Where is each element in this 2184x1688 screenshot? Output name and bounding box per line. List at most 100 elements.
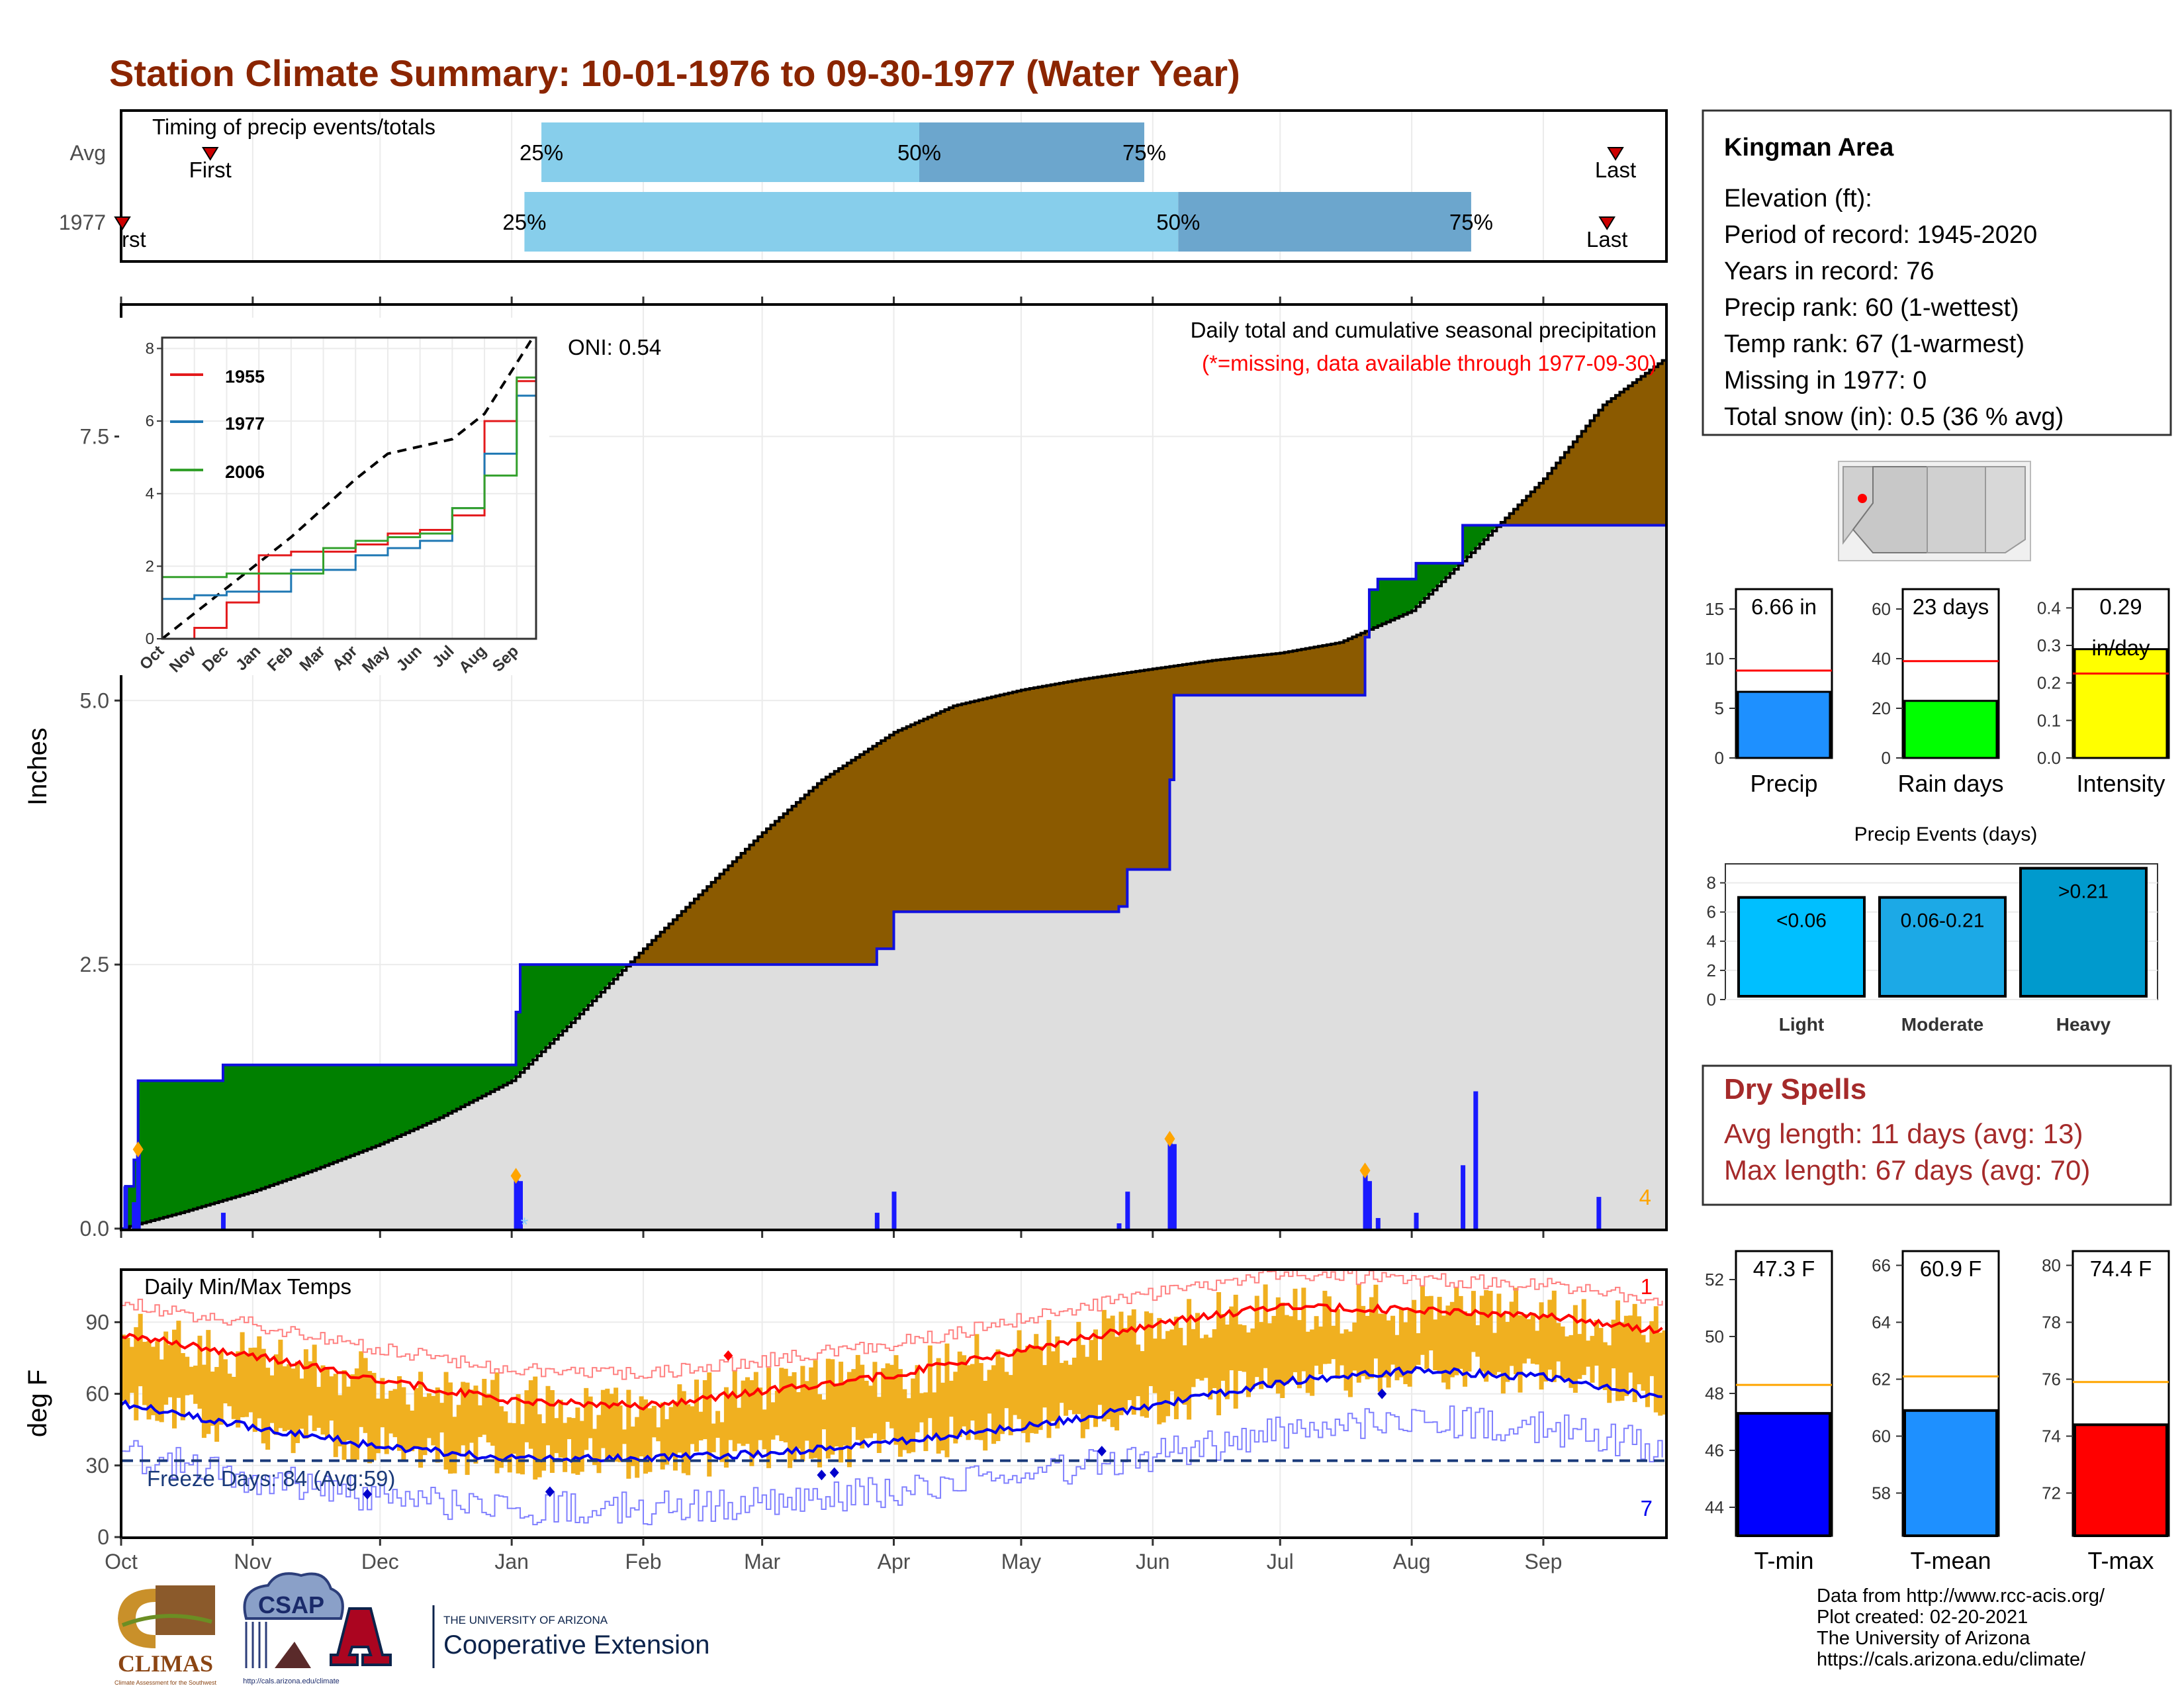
mini-value-bar [1903, 700, 1998, 759]
daily-temp-range-bar [927, 1345, 933, 1419]
record-low-marker [545, 1486, 555, 1497]
climas-tagline: Climate Assessment for the Southwest [114, 1679, 217, 1686]
daily-temp-range-bar [1369, 1297, 1374, 1379]
daily-temp-range-bar [893, 1355, 899, 1445]
daily-temp-range-bar [855, 1354, 860, 1440]
daily-temp-range-bar [1569, 1335, 1574, 1388]
daily-temp-range-bar [1122, 1328, 1128, 1410]
daily-temp-range-bar [1424, 1296, 1430, 1370]
event-bar-label: >0.21 [2058, 881, 2109, 903]
daily-precip-bar [1461, 1165, 1466, 1229]
precip-frame [120, 303, 1668, 1231]
daily-temp-range-bar [1046, 1320, 1052, 1438]
ua-extension: Cooperative Extension [443, 1630, 709, 1660]
month-label: Nov [234, 1550, 271, 1573]
record-min-line [121, 1405, 1663, 1526]
daily-temp-range-bar [1280, 1302, 1285, 1398]
station-info-box: Kingman Area Elevation (ft): Period of r… [1702, 109, 2172, 436]
daily-temp-range-bar [626, 1389, 631, 1479]
daily-temp-range-bar [231, 1376, 236, 1419]
daily-temp-range-bar [222, 1359, 228, 1403]
daily-temp-range-bar [1581, 1299, 1586, 1376]
station-elevation: Elevation (ft): [1724, 185, 1872, 212]
daily-temp-range-bar [966, 1365, 971, 1440]
daily-temp-range-bar [299, 1378, 304, 1429]
daily-temp-range-bar [1386, 1320, 1391, 1388]
daily-temp-range-bar [201, 1364, 206, 1438]
daily-temp-range-bar [570, 1418, 576, 1474]
daily-temp-range-bar [1318, 1326, 1323, 1374]
daily-temp-range-bar [1500, 1313, 1506, 1394]
temp-count-high: 1 [1641, 1274, 1653, 1299]
temp-count-low: 7 [1641, 1496, 1653, 1521]
daily-temp-range-bar [1289, 1316, 1294, 1381]
daily-temp-range-bar [1310, 1329, 1315, 1396]
timing-bar-q25-q50 [541, 122, 919, 182]
daily-precip-bar [220, 1213, 226, 1229]
temp-tick-label: 0 [97, 1525, 109, 1549]
temp-summary-tick-label: 76 [2042, 1370, 2061, 1389]
daily-temp-range-bar [1025, 1346, 1030, 1442]
daily-temp-range-bar [1433, 1319, 1438, 1371]
daily-temp-range-bar [1233, 1294, 1238, 1409]
daily-temp-range-bar [600, 1389, 606, 1448]
temp-summary-tick-label: 72 [2042, 1483, 2061, 1503]
daily-temp-range-bar [1373, 1284, 1379, 1359]
legend-label-2006: 2006 [225, 462, 265, 482]
daily-temp-range-bar [614, 1387, 619, 1462]
daily-temp-range-bar [410, 1410, 415, 1452]
daily-temp-range-bar [324, 1368, 330, 1437]
daily-temp-range-bar [686, 1404, 691, 1476]
daily-temp-range-bar [1297, 1320, 1302, 1389]
daily-temp-range-bar [643, 1399, 649, 1474]
daily-temp-range-bar [477, 1405, 482, 1437]
daily-temp-range-bar [1178, 1327, 1183, 1400]
daily-temp-range-bar [443, 1372, 449, 1470]
daily-temp-range-bar [1556, 1323, 1561, 1362]
month-label: Feb [625, 1550, 661, 1573]
daily-temp-range-bar [1246, 1332, 1251, 1397]
daily-temp-range-bar [452, 1417, 457, 1474]
daily-temp-range-bar [1021, 1352, 1026, 1433]
daily-temp-range-bar [414, 1387, 419, 1448]
mini-tick-label: 0.3 [2037, 635, 2061, 655]
daily-temp-range-bar [588, 1396, 593, 1438]
daily-temp-range-bar [528, 1380, 533, 1449]
daily-temp-range-bar [741, 1380, 746, 1446]
daily-temp-range-bar [345, 1386, 351, 1440]
daily-temp-range-bar [269, 1375, 275, 1423]
daily-temp-range-bar [1034, 1334, 1039, 1434]
event-bar [2019, 867, 2148, 998]
daily-temp-range-bar [715, 1411, 721, 1438]
daily-temp-range-bar [240, 1332, 245, 1418]
daily-temp-range-bar [1131, 1309, 1136, 1415]
heavy-day-marker [132, 1141, 144, 1158]
daily-temp-range-bar [788, 1376, 793, 1468]
daily-temp-range-bar [1322, 1290, 1328, 1364]
mini-tick-label: 60 [1872, 599, 1891, 619]
daily-precip-bar [514, 1176, 519, 1229]
heavy-day-marker [1359, 1162, 1371, 1179]
temp-summary-tick-label: 50 [1705, 1327, 1724, 1346]
daily-temp-range-bar [1343, 1329, 1349, 1391]
precip-total-value: 6.66 in [1751, 594, 1817, 619]
dry-max: Max length: 67 days (avg: 70) [1724, 1154, 2090, 1186]
month-label: Oct [105, 1550, 138, 1573]
station-name: Kingman Area [1724, 134, 1894, 162]
daily-temp-range-bar [1242, 1325, 1247, 1372]
daily-temp-range-bar [1645, 1342, 1650, 1407]
temp-tick-label: 90 [85, 1310, 109, 1334]
daily-temp-range-bar [1017, 1330, 1022, 1419]
timing-frame [120, 109, 1668, 263]
daily-temp-range-bar [1594, 1320, 1599, 1366]
oni-label: ONI: 0.54 [568, 335, 661, 359]
daily-temp-range-bar [702, 1380, 707, 1440]
first-label-year: rst [122, 227, 146, 252]
daily-temp-range-bar [163, 1331, 169, 1405]
daily-temp-range-bar [1479, 1295, 1484, 1372]
map-texas [1985, 466, 2026, 553]
temp-ylabel: deg F [23, 1370, 52, 1437]
csap-logo: CSAP http://cals.arizona.edu/climate [243, 1572, 344, 1685]
daily-temp-range-bar [1471, 1291, 1476, 1352]
daily-temp-range-bar [1335, 1309, 1340, 1379]
